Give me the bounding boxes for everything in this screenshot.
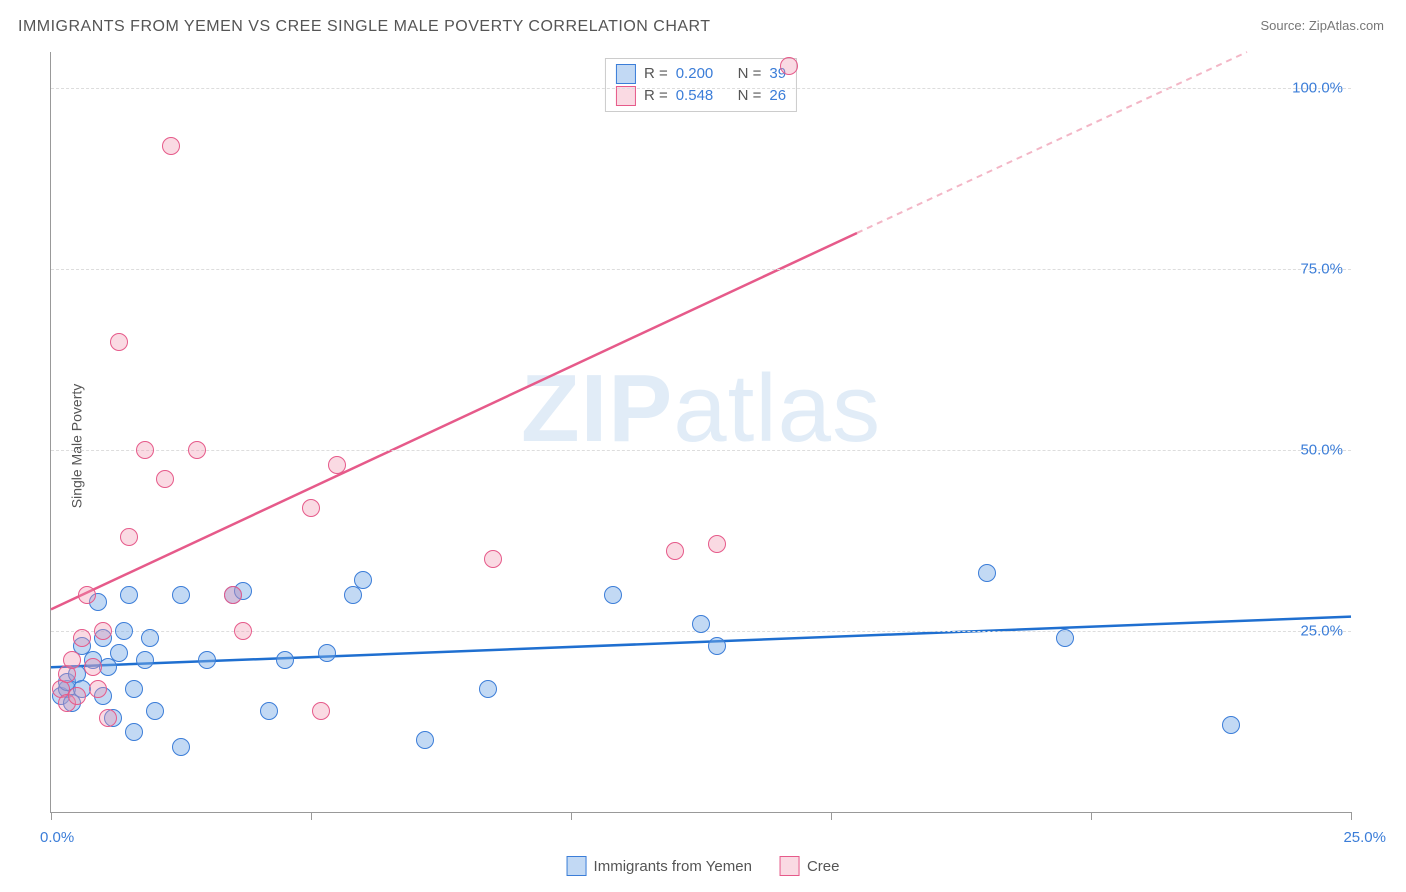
scatter-point-yemen (604, 586, 622, 604)
gridline (51, 269, 1351, 270)
scatter-point-cree (234, 622, 252, 640)
scatter-point-yemen (1222, 716, 1240, 734)
scatter-point-cree (224, 586, 242, 604)
scatter-point-cree (136, 441, 154, 459)
legend-row-1: R = 0.200 N = 39 (616, 63, 786, 85)
scatter-point-cree (84, 658, 102, 676)
swatch-pink-icon (780, 856, 800, 876)
scatter-point-cree (120, 528, 138, 546)
scatter-point-cree (302, 499, 320, 517)
x-tick (51, 812, 52, 820)
scatter-point-yemen (146, 702, 164, 720)
scatter-point-cree (110, 333, 128, 351)
scatter-point-yemen (125, 680, 143, 698)
scatter-point-cree (188, 441, 206, 459)
scatter-point-cree (312, 702, 330, 720)
legend-item-1: Immigrants from Yemen (567, 856, 752, 876)
scatter-point-yemen (125, 723, 143, 741)
scatter-point-yemen (141, 629, 159, 647)
x-tick (831, 812, 832, 820)
scatter-point-yemen (136, 651, 154, 669)
regression-lines (51, 52, 1351, 812)
x-tick-label-0: 0.0% (40, 829, 74, 846)
scatter-point-yemen (115, 622, 133, 640)
legend-label-1: Immigrants from Yemen (594, 858, 752, 875)
legend-bottom: Immigrants from Yemen Cree (567, 856, 840, 876)
gridline (51, 450, 1351, 451)
scatter-point-yemen (276, 651, 294, 669)
legend-stats: R = 0.200 N = 39 R = 0.548 N = 26 (605, 58, 797, 112)
scatter-point-cree (94, 622, 112, 640)
scatter-point-yemen (416, 731, 434, 749)
source-label: Source: ZipAtlas.com (1260, 18, 1384, 33)
scatter-point-cree (162, 137, 180, 155)
swatch-blue-icon (567, 856, 587, 876)
legend-n-label: N = (738, 63, 762, 85)
scatter-point-yemen (120, 586, 138, 604)
legend-item-2: Cree (780, 856, 840, 876)
scatter-point-cree (780, 57, 798, 75)
scatter-point-cree (484, 550, 502, 568)
scatter-point-yemen (198, 651, 216, 669)
scatter-point-yemen (172, 586, 190, 604)
y-tick-label: 75.0% (1300, 261, 1343, 278)
legend-r-label: R = (644, 63, 668, 85)
scatter-point-cree (68, 687, 86, 705)
x-tick-label-25: 25.0% (1343, 829, 1386, 846)
scatter-point-yemen (172, 738, 190, 756)
plot-area: ZIPatlas R = 0.200 N = 39 R = 0.548 N = … (50, 52, 1351, 813)
scatter-point-yemen (318, 644, 336, 662)
scatter-point-yemen (354, 571, 372, 589)
legend-label-2: Cree (807, 858, 840, 875)
scatter-point-cree (78, 586, 96, 604)
scatter-point-cree (89, 680, 107, 698)
scatter-point-yemen (479, 680, 497, 698)
scatter-point-cree (63, 651, 81, 669)
y-tick-label: 50.0% (1300, 442, 1343, 459)
scatter-point-cree (99, 709, 117, 727)
scatter-point-yemen (692, 615, 710, 633)
scatter-point-yemen (708, 637, 726, 655)
y-tick-label: 100.0% (1292, 80, 1343, 97)
legend-r-value-1: 0.200 (676, 63, 714, 85)
x-tick (311, 812, 312, 820)
scatter-point-yemen (110, 644, 128, 662)
scatter-point-cree (328, 456, 346, 474)
x-tick (1091, 812, 1092, 820)
y-tick-label: 25.0% (1300, 623, 1343, 640)
scatter-point-yemen (260, 702, 278, 720)
scatter-point-cree (666, 542, 684, 560)
x-tick (1351, 812, 1352, 820)
scatter-point-cree (708, 535, 726, 553)
scatter-point-yemen (1056, 629, 1074, 647)
chart-title: IMMIGRANTS FROM YEMEN VS CREE SINGLE MAL… (18, 18, 711, 36)
scatter-point-cree (73, 629, 91, 647)
x-tick (571, 812, 572, 820)
scatter-point-cree (156, 470, 174, 488)
gridline (51, 88, 1351, 89)
swatch-blue-icon (616, 64, 636, 84)
scatter-point-yemen (978, 564, 996, 582)
